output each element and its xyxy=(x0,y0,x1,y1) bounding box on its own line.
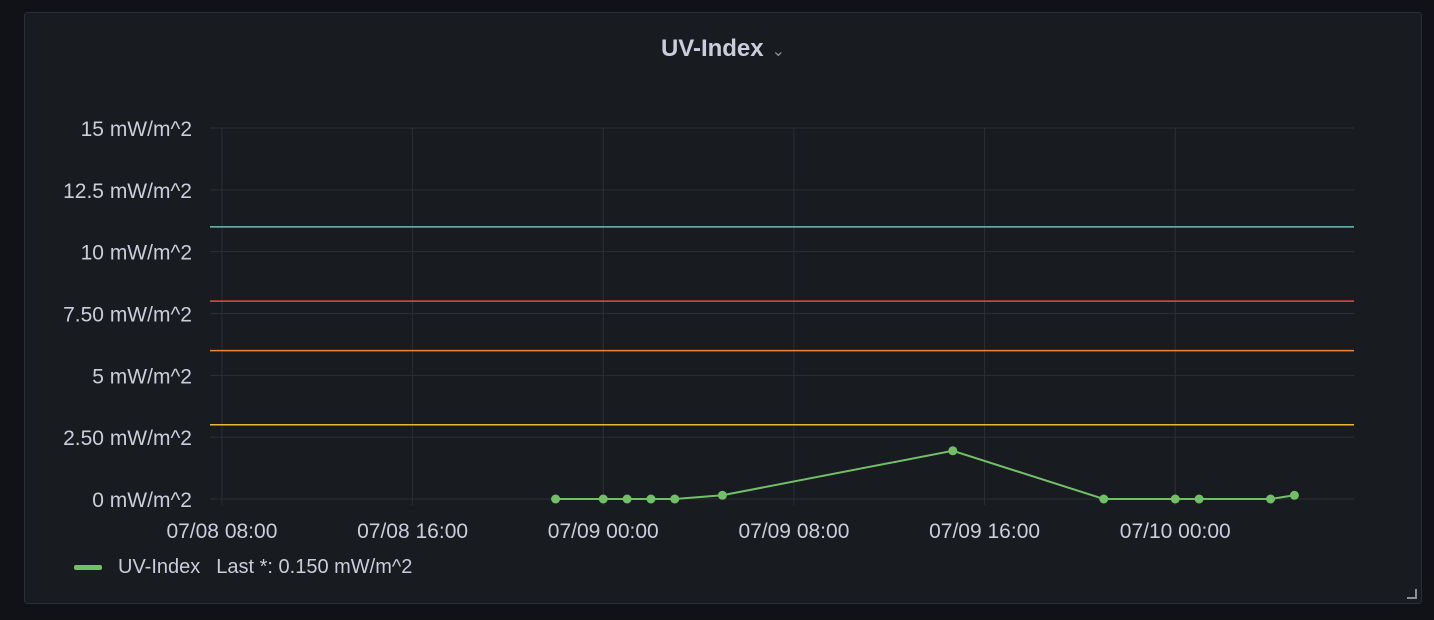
panel-title-text: UV-Index xyxy=(660,35,764,62)
x-tick-label: 07/09 08:00 xyxy=(738,520,849,543)
y-tick-label: 12.5 mW/m^2 xyxy=(63,180,192,203)
legend-swatch xyxy=(74,565,102,570)
legend-last-value: Last *: 0.150 mW/m^2 xyxy=(216,556,413,578)
resize-handle-icon[interactable] xyxy=(1407,589,1417,599)
y-tick-label: 2.50 mW/m^2 xyxy=(63,427,192,450)
series-line xyxy=(555,449,1295,500)
data-point xyxy=(670,494,680,504)
x-tick-label: 07/10 00:00 xyxy=(1120,520,1231,543)
y-tick-label: 10 mW/m^2 xyxy=(81,242,192,265)
data-point xyxy=(717,490,727,500)
legend-series-name: UV-Index xyxy=(118,556,201,578)
panel-title[interactable]: UV-Index ⌄ xyxy=(25,35,1421,63)
data-point xyxy=(1194,494,1204,504)
data-point xyxy=(1266,494,1276,504)
data-point xyxy=(551,494,561,504)
data-point xyxy=(622,494,632,504)
uv-index-panel: UV-Index ⌄ xyxy=(24,12,1422,604)
legend-item[interactable]: UV-Index Last *: 0.150 mW/m^2 xyxy=(74,556,412,579)
x-tick-label: 07/09 00:00 xyxy=(548,520,659,543)
x-tick-label: 07/08 16:00 xyxy=(357,520,468,543)
x-tick-label: 07/09 16:00 xyxy=(929,520,1040,543)
y-tick-label: 15 mW/m^2 xyxy=(81,118,192,141)
data-point xyxy=(948,446,958,456)
chevron-down-icon[interactable]: ⌄ xyxy=(771,43,786,60)
data-point xyxy=(1099,494,1109,504)
y-tick-label: 7.50 mW/m^2 xyxy=(63,304,192,327)
data-point xyxy=(1289,490,1299,500)
y-tick-label: 5 mW/m^2 xyxy=(92,365,192,388)
data-point xyxy=(598,494,608,504)
x-tick-label: 07/08 08:00 xyxy=(166,520,277,543)
data-point xyxy=(1170,494,1180,504)
y-tick-label: 0 mW/m^2 xyxy=(92,489,192,512)
data-point xyxy=(646,494,656,504)
